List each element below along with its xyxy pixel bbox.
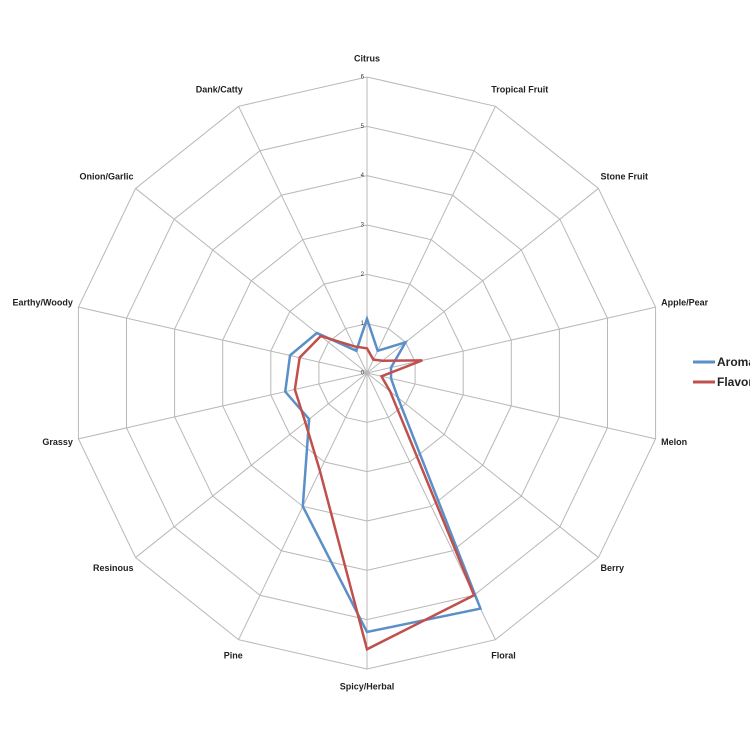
spoke (366, 372, 599, 558)
tick-label: 4 (361, 173, 365, 179)
category-label: Stone Fruit (600, 172, 648, 182)
spoke (366, 106, 496, 374)
series-line (293, 334, 476, 652)
spoke (135, 188, 368, 374)
category-label: Spicy/Herbal (340, 681, 395, 691)
legend-label: Flavor (717, 375, 750, 389)
tick-label: 6 (361, 75, 365, 81)
category-label: Apple/Pear (661, 298, 709, 308)
tick-label: 3 (361, 223, 365, 229)
series-line (283, 314, 483, 634)
spoke (78, 372, 368, 440)
category-label: Resinous (93, 563, 134, 573)
tick-label: 5 (361, 124, 365, 130)
category-label: Grassy (42, 437, 73, 447)
tick-label: 0 (361, 371, 365, 377)
tick-label: 2 (361, 272, 365, 278)
category-label: Onion/Garlic (79, 172, 133, 182)
tick-label: 1 (361, 321, 365, 327)
legend-label: Aroma (717, 355, 750, 369)
spoke (238, 106, 368, 374)
category-label: Melon (661, 437, 687, 447)
category-label: Citrus (354, 53, 380, 63)
category-label: Dank/Catty (196, 84, 243, 94)
spoke (135, 372, 368, 558)
spoke (366, 188, 599, 374)
category-label: Tropical Fruit (491, 84, 548, 94)
spoke (366, 372, 656, 440)
category-label: Floral (491, 650, 516, 660)
category-label: Pine (224, 650, 243, 660)
category-label: Earthy/Woody (13, 298, 73, 308)
category-label: Berry (600, 563, 624, 573)
spoke (78, 306, 368, 374)
